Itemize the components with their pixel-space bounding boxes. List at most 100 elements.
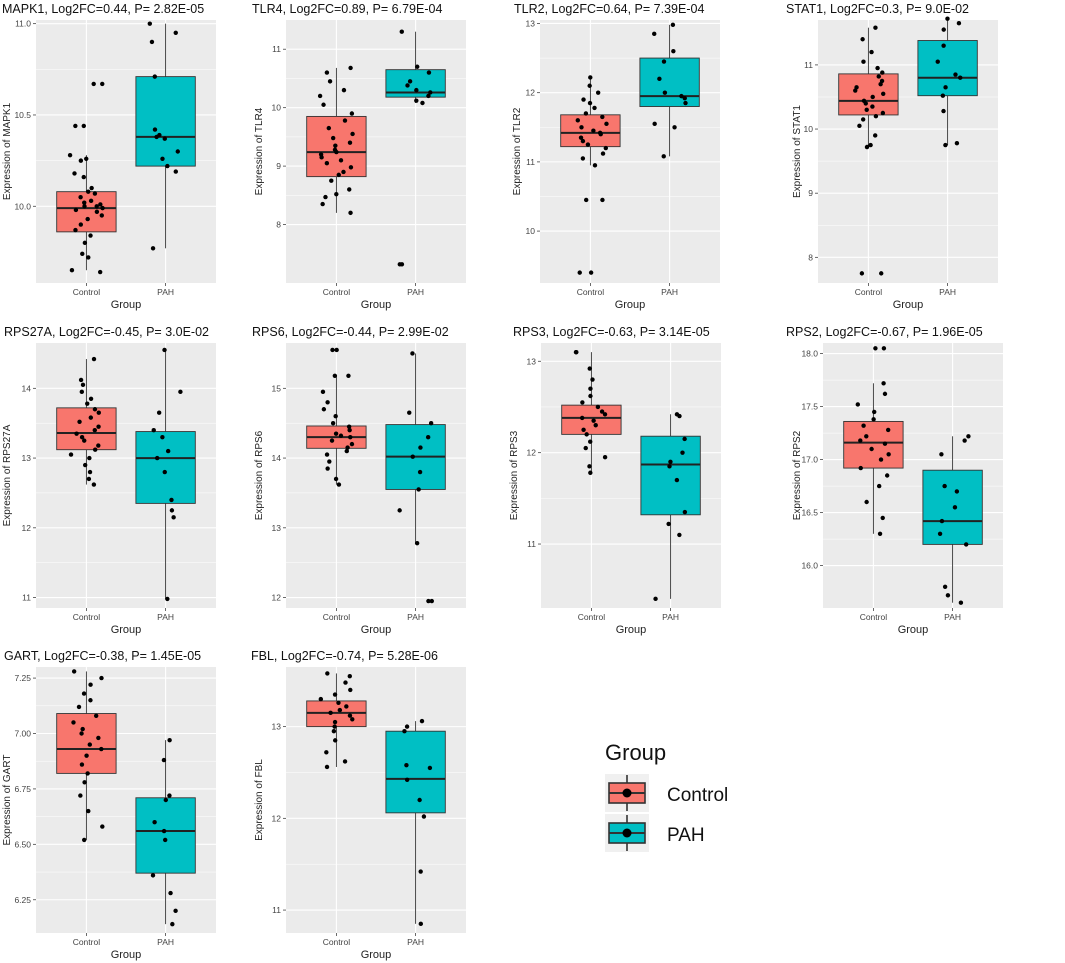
y-tick-label: 10 xyxy=(272,103,282,113)
data-point xyxy=(670,22,676,28)
box-body xyxy=(56,713,117,774)
data-point xyxy=(350,131,355,137)
data-point xyxy=(426,598,431,604)
data-point xyxy=(958,75,963,80)
data-point xyxy=(87,455,92,461)
data-point xyxy=(332,373,338,378)
data-point xyxy=(163,797,169,803)
data-point xyxy=(93,713,99,718)
data-point xyxy=(152,127,158,132)
data-point xyxy=(882,391,888,397)
data-point xyxy=(100,205,105,211)
x-tick-label: PAH xyxy=(157,287,174,297)
data-point xyxy=(162,469,167,475)
x-axis-label: Group xyxy=(893,299,924,311)
data-point xyxy=(160,156,165,162)
box-control xyxy=(843,346,904,536)
data-point xyxy=(86,476,92,482)
data-point xyxy=(318,152,324,157)
data-point xyxy=(71,720,76,725)
data-point xyxy=(588,386,593,391)
data-point xyxy=(330,135,336,141)
data-point xyxy=(427,765,433,771)
data-point xyxy=(666,521,671,527)
data-point xyxy=(80,726,85,732)
data-point xyxy=(86,808,91,814)
data-point xyxy=(956,21,962,26)
x-axis-label: Group xyxy=(111,624,142,636)
y-tick-label: 6.75 xyxy=(14,784,31,794)
data-point xyxy=(881,91,886,96)
data-point xyxy=(880,110,886,116)
data-point xyxy=(329,438,335,443)
data-point xyxy=(858,438,863,443)
data-point xyxy=(604,121,609,127)
data-point xyxy=(674,412,680,417)
data-point xyxy=(100,81,105,87)
data-point xyxy=(935,59,940,64)
y-tick-label: 11 xyxy=(526,157,535,167)
data-point xyxy=(165,448,171,454)
data-point xyxy=(864,499,869,505)
data-point xyxy=(587,366,592,371)
legend-label-control: Control xyxy=(667,785,728,806)
panel-fbl: 11 12 13 Control PAH FBL, Log2FC=-0.74, P= 5.… xyxy=(251,649,466,961)
data-point xyxy=(954,489,960,494)
data-point xyxy=(333,414,338,419)
data-point xyxy=(941,27,946,32)
data-point xyxy=(595,404,601,410)
data-point xyxy=(603,145,609,151)
data-point xyxy=(963,542,969,547)
data-point xyxy=(324,70,330,75)
data-point xyxy=(169,497,174,503)
data-point xyxy=(861,423,866,428)
y-tick-label: 15 xyxy=(272,383,282,393)
data-point xyxy=(350,717,355,722)
data-point xyxy=(419,718,425,724)
x-tick-label: PAH xyxy=(157,937,174,947)
y-tick-label: 6.25 xyxy=(14,895,31,905)
data-point xyxy=(581,427,586,433)
data-point xyxy=(672,125,677,130)
y-axis-label: Expression of RPS6 xyxy=(254,430,265,520)
data-point xyxy=(402,729,407,734)
data-point xyxy=(72,171,77,176)
data-point xyxy=(597,130,603,136)
data-point xyxy=(667,464,672,469)
data-point xyxy=(175,149,180,154)
legend-key-point-pah xyxy=(622,828,632,838)
data-point xyxy=(333,476,339,482)
data-point xyxy=(421,814,427,819)
data-point xyxy=(82,462,88,468)
data-point xyxy=(584,432,589,437)
data-point xyxy=(405,83,410,88)
data-point xyxy=(336,172,341,178)
y-axis-label: Expression of TLR2 xyxy=(512,107,523,195)
y-axis-label: Expression of MAPK1 xyxy=(2,102,13,200)
data-point xyxy=(879,271,884,276)
box-control xyxy=(306,347,367,487)
data-point xyxy=(344,704,349,709)
data-point xyxy=(574,349,579,355)
data-point xyxy=(88,682,93,687)
data-point xyxy=(587,100,593,106)
panel-mapk1: 10.0 10.5 11.0 Control PAH MAPK1, Log2FC=0.44… xyxy=(2,2,216,311)
data-point xyxy=(407,410,412,415)
data-point xyxy=(96,735,101,741)
data-point xyxy=(334,191,339,197)
x-tick-label: Control xyxy=(73,937,101,947)
data-point xyxy=(169,508,175,513)
x-tick-label: PAH xyxy=(407,937,424,947)
data-point xyxy=(155,455,160,461)
data-point xyxy=(171,515,176,520)
data-point xyxy=(326,125,332,131)
data-point xyxy=(161,828,167,834)
x-tick-label: Control xyxy=(323,287,351,297)
box-control xyxy=(56,81,117,275)
data-point xyxy=(583,111,589,116)
panel-title: STAT1, Log2FC=0.3, P= 9.0E-02 xyxy=(786,2,969,16)
data-point xyxy=(962,438,967,443)
data-point xyxy=(82,438,87,443)
data-point xyxy=(418,869,423,874)
data-point xyxy=(332,147,338,152)
